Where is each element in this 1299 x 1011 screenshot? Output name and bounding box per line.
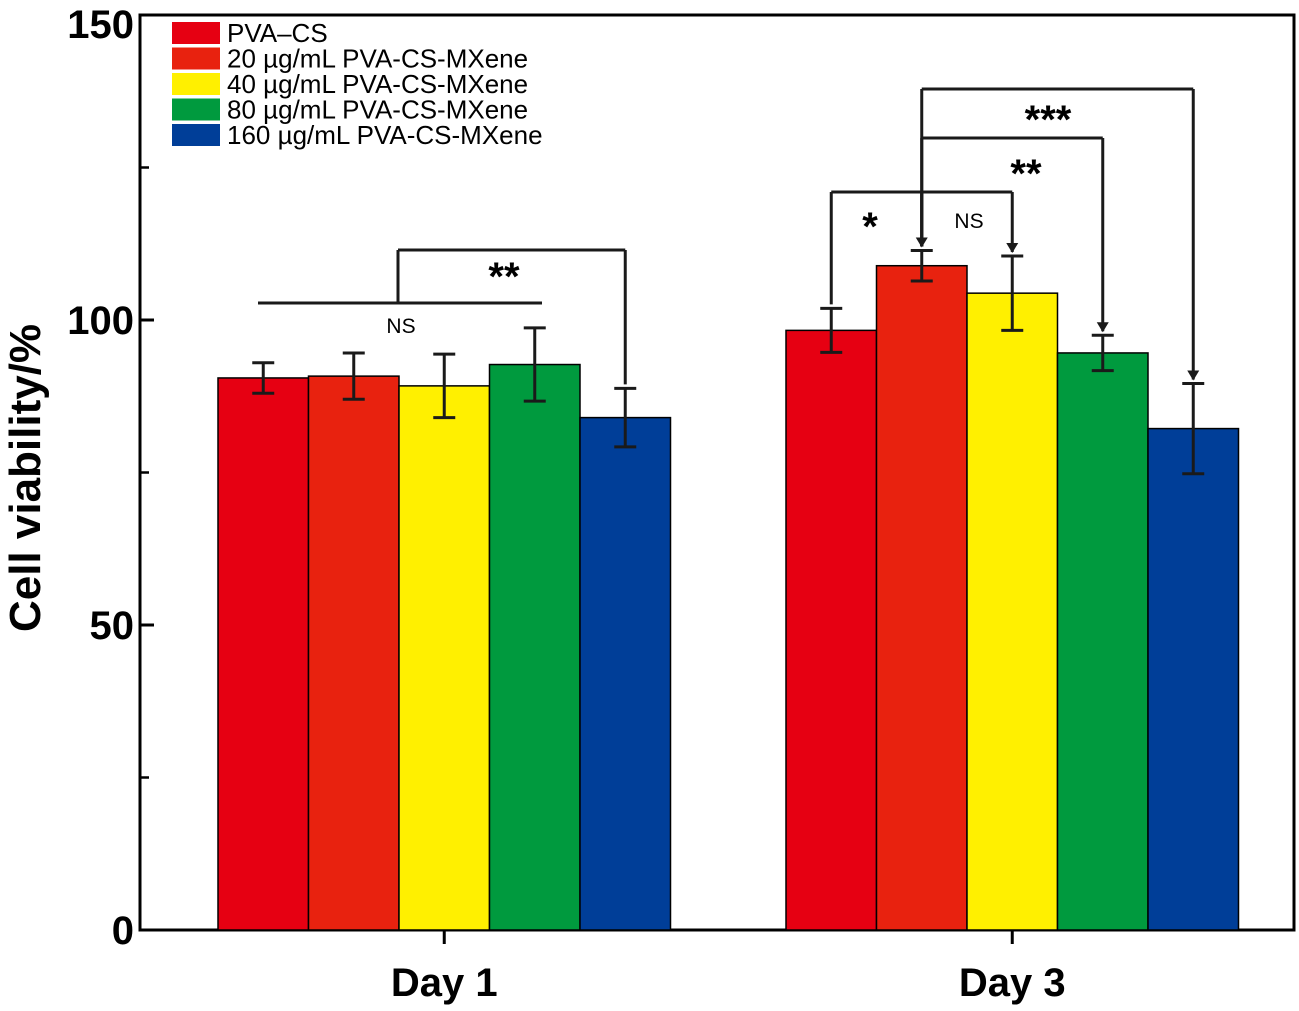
- bar-day-3-series-1: [785, 329, 878, 931]
- legend-label: 80 µg/mL PVA-CS-MXene: [227, 95, 528, 125]
- significance-arrowhead: [1006, 242, 1019, 253]
- bars-layer: [217, 264, 1240, 931]
- y-tick-label: 150: [67, 3, 134, 47]
- bar-day-1-series-4: [488, 363, 581, 931]
- legend-label: 160 µg/mL PVA-CS-MXene: [227, 120, 543, 150]
- bar-day-1-series-5: [579, 416, 672, 931]
- x-category-label: Day 3: [959, 961, 1066, 1005]
- bar-day-1-series-1: [217, 377, 310, 931]
- significance-label: **: [488, 255, 520, 299]
- legend-label: PVA–CS: [227, 18, 328, 48]
- bar-day-1-series-2: [307, 375, 400, 931]
- legend-swatch: [172, 47, 220, 70]
- bar-day-3-series-2: [875, 264, 968, 931]
- axes-layer: 0 50 100 150 Day 1 Day 3: [67, 3, 1065, 1005]
- significance-arrowhead: [1187, 370, 1200, 381]
- significance-label: **: [1010, 152, 1042, 196]
- legend-swatch: [172, 124, 220, 146]
- significance-label: ***: [1025, 98, 1072, 142]
- y-tick-label: 100: [67, 299, 134, 343]
- y-tick-label: 50: [90, 604, 135, 648]
- y-tick-label: 0: [112, 909, 134, 953]
- y-axis-label: Cell viability/%: [1, 324, 50, 632]
- legend-swatch: [172, 73, 220, 95]
- legend-label: 40 µg/mL PVA-CS-MXene: [227, 69, 528, 99]
- x-category-label: Day 1: [391, 961, 498, 1005]
- significance-label: *: [862, 205, 878, 249]
- significance-arrowhead: [1096, 322, 1109, 333]
- bar-day-3-series-5: [1147, 427, 1240, 931]
- significance-label: NS: [954, 210, 983, 233]
- bar-day-3-series-3: [966, 292, 1059, 931]
- legend-swatch: [172, 98, 220, 121]
- significance-layer: NS*** NS*****: [258, 87, 1200, 385]
- bar-day-3-series-4: [1056, 352, 1149, 931]
- error-bars-layer: [252, 248, 1205, 476]
- significance-label: NS: [386, 315, 415, 338]
- legend-label: 20 µg/mL PVA-CS-MXene: [227, 44, 528, 74]
- bar-day-1-series-3: [398, 385, 491, 931]
- legend-swatch: [172, 22, 220, 44]
